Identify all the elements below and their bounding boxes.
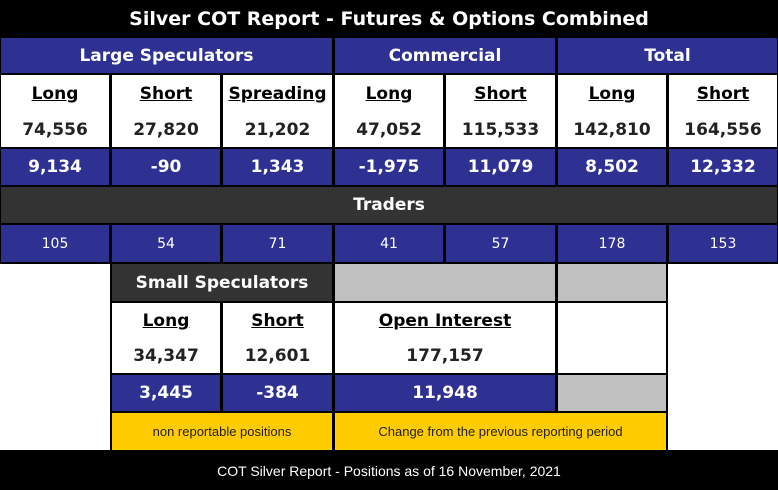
gray-filler-top <box>335 264 555 301</box>
small-speculators-header: Small Speculators <box>112 264 332 301</box>
position-small-spec-short: 12,601 <box>223 339 332 373</box>
blank-open-interest-side <box>558 303 666 373</box>
col-label-open-interest: Open Interest <box>335 303 555 339</box>
report-title: Silver COT Report - Futures & Options Co… <box>129 8 649 30</box>
change-small-spec-short: -384 <box>223 375 332 411</box>
traders-commercial-short: 57 <box>446 225 555 262</box>
gray-filler-bottom-right <box>558 375 666 411</box>
report-footer: COT Silver Report - Positions as of 16 N… <box>217 463 561 479</box>
traders-total-long: 178 <box>558 225 666 262</box>
position-large-spec-short: 27,820 <box>112 112 220 147</box>
open-interest-value: 177,157 <box>335 339 555 373</box>
position-commercial-long: 47,052 <box>335 112 443 147</box>
change-large-spec-long: 9,134 <box>1 149 109 185</box>
position-commercial-short: 115,533 <box>446 112 555 147</box>
note-change-period: Change from the previous reporting perio… <box>335 413 666 450</box>
position-large-spec-long: 74,556 <box>1 112 109 147</box>
gray-filler-top-right <box>558 264 666 301</box>
change-total-short: 12,332 <box>669 149 777 185</box>
traders-large-spec-short: 54 <box>112 225 220 262</box>
change-open-interest: 11,948 <box>335 375 555 411</box>
change-large-spec-spreading: 1,343 <box>223 149 332 185</box>
col-label-commercial-long: Long <box>335 75 443 112</box>
group-header-total: Total <box>558 38 777 73</box>
position-total-long: 142,810 <box>558 112 666 147</box>
group-header-large-speculators: Large Speculators <box>1 38 332 73</box>
blank-left-panel <box>0 264 110 450</box>
change-commercial-short: 11,079 <box>446 149 555 185</box>
traders-large-spec-spreading: 71 <box>223 225 332 262</box>
traders-commercial-long: 41 <box>335 225 443 262</box>
position-total-short: 164,556 <box>669 112 777 147</box>
col-label-small-spec-short: Short <box>223 303 332 339</box>
change-small-spec-long: 3,445 <box>112 375 220 411</box>
group-header-commercial: Commercial <box>335 38 555 73</box>
change-total-long: 8,502 <box>558 149 666 185</box>
position-small-spec-long: 34,347 <box>112 339 220 373</box>
col-label-total-short: Short <box>669 75 777 112</box>
col-label-large-spec-spreading: Spreading <box>223 75 332 112</box>
change-commercial-long: -1,975 <box>335 149 443 185</box>
col-label-commercial-short: Short <box>446 75 555 112</box>
position-large-spec-spreading: 21,202 <box>223 112 332 147</box>
traders-large-spec-long: 105 <box>1 225 109 262</box>
col-label-large-spec-short: Short <box>112 75 220 112</box>
blank-right-panel <box>668 264 778 450</box>
col-label-total-long: Long <box>558 75 666 112</box>
traders-total-short: 153 <box>669 225 777 262</box>
col-label-large-spec-long: Long <box>1 75 109 112</box>
change-large-spec-short: -90 <box>112 149 220 185</box>
traders-header: Traders <box>1 187 777 223</box>
note-non-reportable: non reportable positions <box>112 413 332 450</box>
col-label-small-spec-long: Long <box>112 303 220 339</box>
